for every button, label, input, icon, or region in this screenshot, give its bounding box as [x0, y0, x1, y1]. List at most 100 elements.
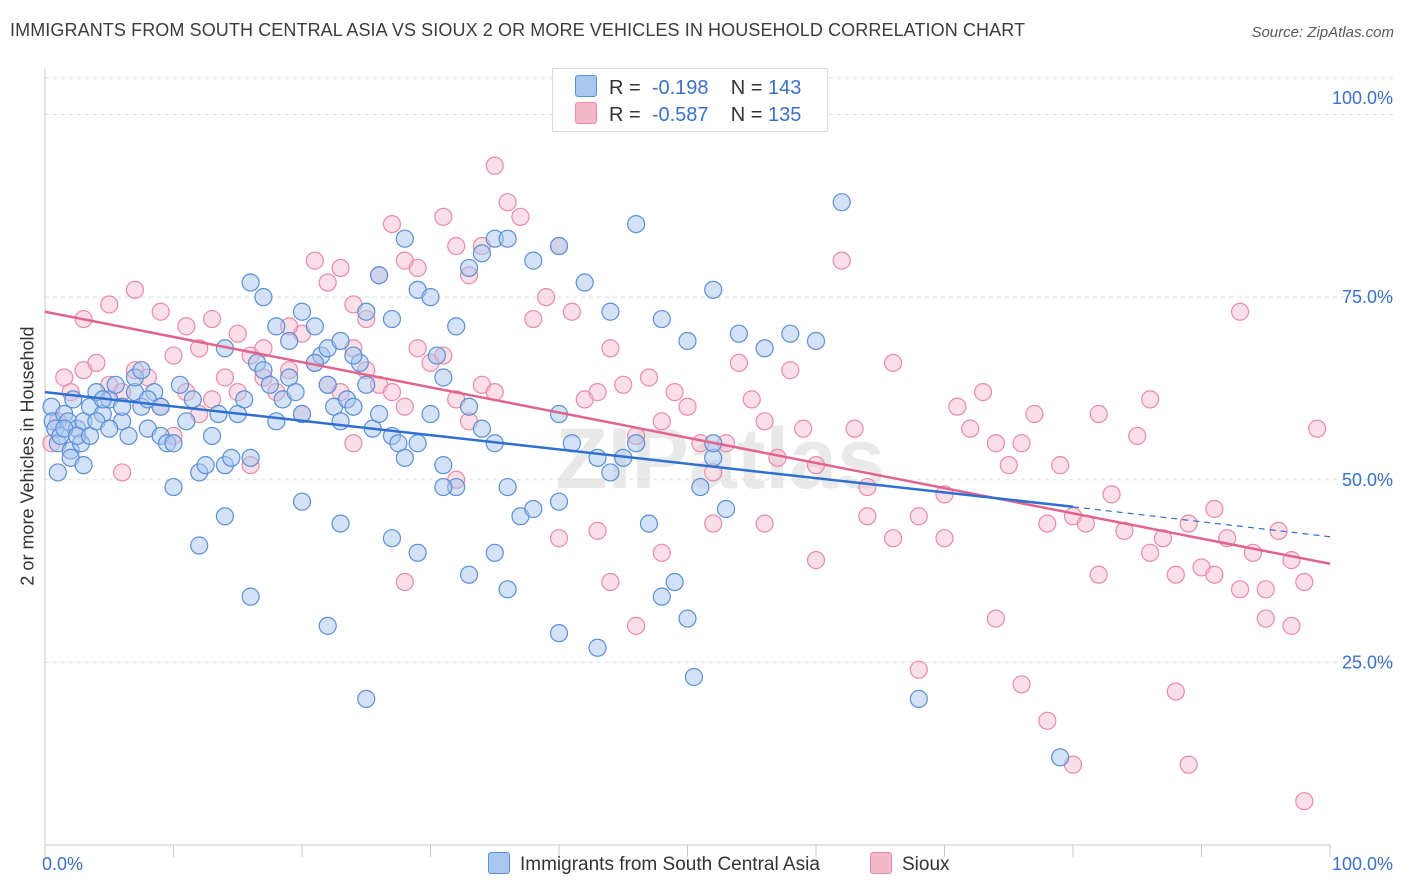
sioux-point: [986, 609, 1006, 628]
immigrants-point: [370, 266, 389, 285]
immigrants-point: [357, 375, 376, 394]
sioux-point: [537, 288, 556, 307]
immigrants-point: [305, 317, 324, 336]
immigrants-point: [74, 456, 93, 475]
immigrants-point: [318, 375, 337, 394]
legend-n-value: 135: [768, 104, 802, 126]
immigrants-point: [119, 426, 138, 446]
immigrants-point: [170, 375, 190, 394]
legend-r-value: -0.587: [651, 104, 709, 126]
sioux-point: [125, 280, 145, 299]
immigrants-points: [42, 193, 1070, 767]
sioux-point: [382, 383, 402, 402]
sioux-point: [973, 383, 993, 402]
sioux-point: [755, 412, 774, 431]
immigrants-point: [132, 361, 151, 380]
immigrants-point: [549, 624, 569, 643]
immigrants-point: [292, 492, 312, 511]
immigrants-point: [549, 492, 569, 511]
sioux-point: [588, 383, 607, 402]
sioux-point: [511, 207, 530, 226]
sioux-point: [331, 258, 350, 278]
legend-row-immigrants: R = -0.198 N = 143: [575, 75, 801, 101]
immigrants-point: [652, 587, 671, 606]
sioux-point: [794, 419, 813, 438]
legend-r-label: R =: [609, 77, 641, 99]
sioux-point: [948, 397, 967, 416]
immigrants-point: [684, 667, 704, 687]
immigrants-point: [434, 368, 453, 387]
immigrants-point: [331, 331, 350, 351]
immigrants-point: [781, 324, 800, 343]
immigrants-point: [260, 375, 279, 394]
immigrants-point: [498, 580, 517, 599]
immigrants-point: [447, 317, 466, 336]
sioux-point: [305, 251, 324, 270]
tick-labels: 25.0% 50.0% 75.0% 100.0% 0.0% 100.0%: [42, 88, 1393, 874]
sioux-point: [87, 353, 106, 372]
sioux-point: [1308, 419, 1327, 438]
immigrants-point: [806, 331, 826, 351]
sioux-point: [1256, 580, 1275, 599]
x-tick-label: 0.0%: [42, 854, 83, 874]
immigrants-point: [755, 339, 774, 358]
immigrants-point: [639, 514, 659, 533]
immigrants-point: [427, 346, 447, 365]
sioux-point: [228, 324, 247, 343]
sioux-point: [1012, 675, 1031, 694]
axes: [44, 68, 1331, 857]
immigrants-point: [382, 309, 402, 329]
immigrants-point: [524, 251, 543, 270]
immigrants-point: [196, 456, 215, 475]
immigrants-point: [626, 214, 646, 234]
sioux-point: [588, 521, 607, 540]
immigrants-point: [202, 426, 222, 446]
sioux-trend-line: [44, 310, 1331, 565]
sioux-point: [845, 419, 864, 438]
sioux-point: [112, 463, 132, 482]
immigrants-point: [215, 507, 234, 526]
immigrants-point: [395, 448, 414, 467]
immigrants-point: [267, 317, 286, 336]
immigrants-point: [524, 499, 543, 519]
immigrants-point: [331, 412, 350, 431]
sioux-point: [768, 448, 787, 467]
legend-swatch-pink: [575, 102, 597, 124]
sioux-point: [1038, 711, 1057, 730]
immigrants-point: [254, 288, 273, 307]
sioux-point: [1153, 529, 1173, 548]
sioux-point: [999, 456, 1018, 475]
sioux-point: [408, 339, 427, 358]
sioux-point: [1269, 521, 1288, 540]
sioux-point: [1295, 792, 1314, 811]
y-tick-label: 25.0%: [1342, 652, 1393, 672]
sioux-point: [1038, 514, 1057, 533]
immigrants-point: [588, 638, 607, 657]
sioux-point: [1205, 565, 1224, 584]
sioux-point: [935, 529, 954, 548]
sioux-point: [1179, 755, 1198, 774]
legend-row-sioux: R = -0.587 N = 135: [575, 102, 801, 128]
sioux-point: [395, 572, 414, 592]
immigrants-point: [459, 397, 479, 416]
bottom-swatch-pink: [870, 852, 892, 874]
sioux-point: [485, 156, 504, 175]
sioux-point: [202, 309, 222, 329]
sioux-point: [1230, 580, 1250, 599]
sioux-point: [344, 434, 363, 453]
sioux-point: [1205, 499, 1224, 519]
immigrants-point: [292, 404, 312, 424]
sioux-point: [1230, 302, 1250, 321]
immigrants-point: [678, 609, 697, 628]
sioux-point: [408, 258, 427, 278]
sioux-point: [434, 207, 453, 226]
sioux-point: [1179, 514, 1198, 533]
sioux-point: [652, 543, 671, 562]
immigrants-point: [408, 543, 427, 562]
immigrants-point: [164, 477, 183, 497]
sioux-point: [652, 412, 671, 431]
immigrants-point: [344, 397, 363, 416]
sioux-point: [1140, 390, 1160, 409]
sioux-point: [858, 477, 877, 497]
